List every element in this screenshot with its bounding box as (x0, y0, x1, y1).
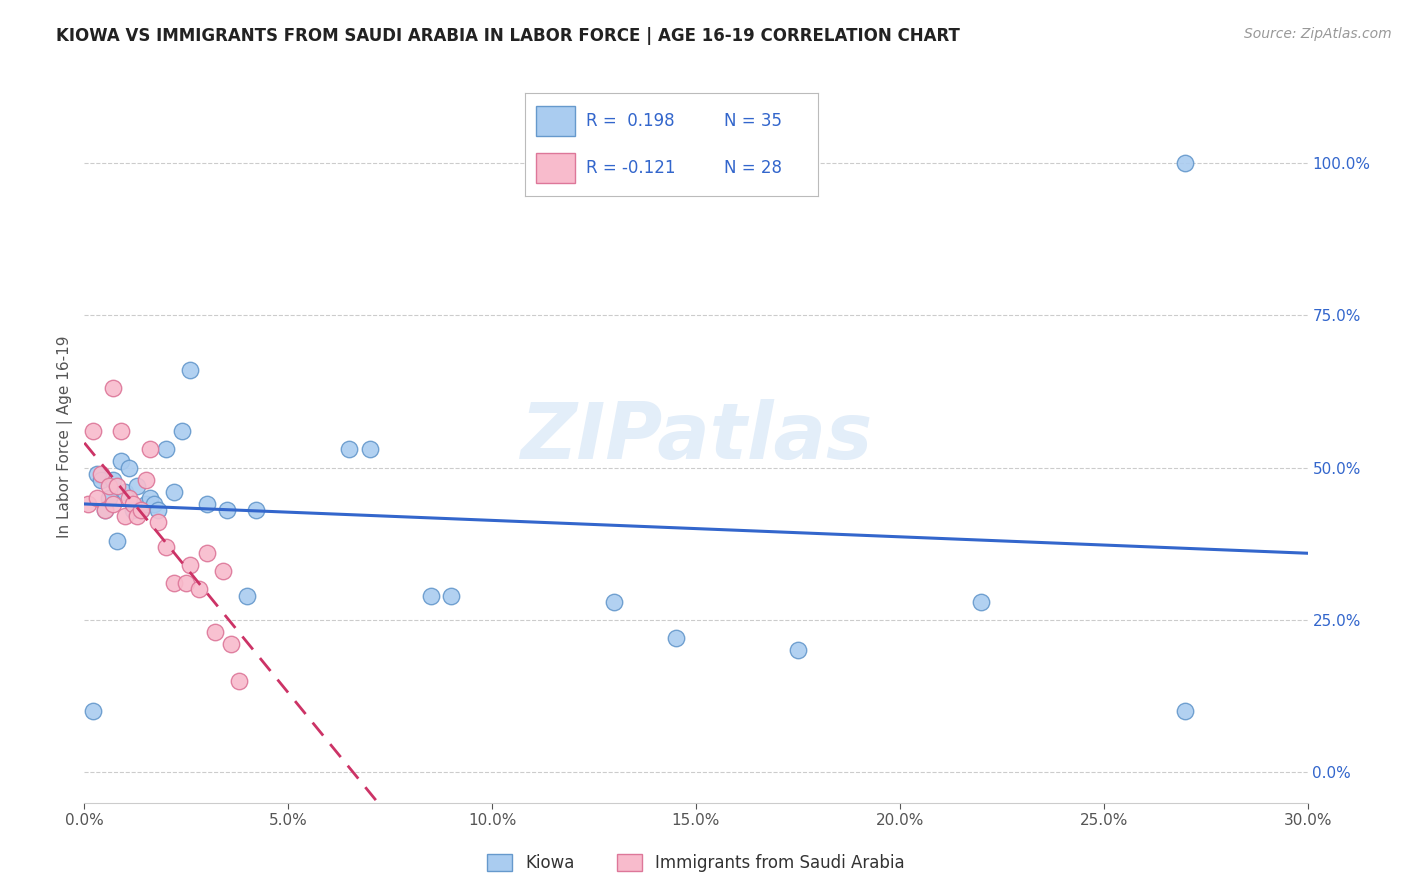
Point (172, 424, 194, 438)
Point (787, 643, 810, 657)
Point (122, 497, 145, 511)
Point (135, 497, 157, 511)
Point (212, 564, 235, 578)
Point (101, 381, 124, 395)
Point (970, 594, 993, 608)
Point (420, 589, 443, 603)
Point (86, 467, 108, 481)
Point (204, 625, 226, 640)
Point (97, 479, 120, 493)
Point (245, 503, 267, 517)
Point (187, 582, 209, 597)
Point (114, 509, 136, 524)
Point (179, 558, 201, 573)
Text: KIOWA VS IMMIGRANTS FROM SAUDI ARABIA IN LABOR FORCE | AGE 16-19 CORRELATION CHA: KIOWA VS IMMIGRANTS FROM SAUDI ARABIA IN… (56, 27, 960, 45)
Point (163, 485, 186, 500)
Legend: Kiowa, Immigrants from Saudi Arabia: Kiowa, Immigrants from Saudi Arabia (481, 847, 911, 879)
Point (101, 497, 124, 511)
Point (603, 594, 626, 608)
Point (163, 576, 186, 591)
Point (155, 442, 177, 457)
Point (77, 497, 100, 511)
Point (82, 424, 104, 438)
Point (179, 363, 201, 377)
Point (131, 503, 153, 517)
Point (86, 491, 108, 505)
Text: Source: ZipAtlas.com: Source: ZipAtlas.com (1244, 27, 1392, 41)
Point (90, 467, 112, 481)
Point (1174, 155, 1197, 169)
Text: ZIPatlas: ZIPatlas (520, 399, 872, 475)
Point (359, 442, 381, 457)
Point (110, 424, 132, 438)
Point (90, 473, 112, 487)
Point (135, 473, 157, 487)
Point (146, 503, 169, 517)
Point (101, 473, 124, 487)
Point (127, 509, 149, 524)
Point (97, 491, 120, 505)
Point (131, 503, 153, 517)
Point (440, 589, 463, 603)
Point (146, 516, 169, 530)
Point (93, 503, 117, 517)
Point (114, 485, 136, 500)
Point (118, 491, 141, 505)
Point (142, 497, 165, 511)
Point (138, 442, 160, 457)
Point (82, 705, 104, 719)
Point (176, 576, 198, 591)
Point (219, 637, 242, 651)
Point (228, 673, 250, 688)
Point (127, 479, 149, 493)
Point (118, 460, 141, 475)
Point (155, 540, 177, 554)
Point (665, 632, 688, 646)
Point (195, 546, 218, 560)
Point (105, 533, 128, 548)
Point (105, 479, 128, 493)
Point (93, 503, 117, 517)
Y-axis label: In Labor Force | Age 16-19: In Labor Force | Age 16-19 (58, 335, 73, 539)
Point (110, 454, 132, 468)
Point (217, 503, 239, 517)
Point (339, 442, 361, 457)
Point (122, 503, 145, 517)
Point (195, 497, 218, 511)
Point (138, 491, 160, 505)
Point (1174, 705, 1197, 719)
Point (236, 589, 259, 603)
